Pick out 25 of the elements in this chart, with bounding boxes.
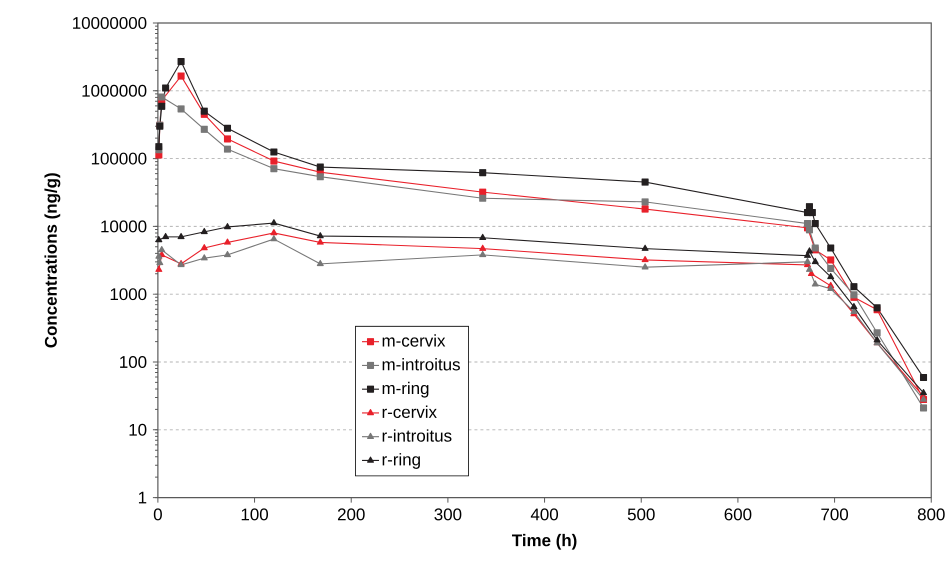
x-tick-label: 700	[821, 508, 848, 521]
y-tick-label: 100	[120, 356, 146, 368]
legend-label: m-cervix	[382, 334, 446, 347]
y-tick-label: 1000000	[82, 85, 146, 98]
y-tick-label: 1	[138, 492, 146, 504]
x-tick-label: 100	[242, 508, 268, 521]
x-tick-label: 200	[338, 508, 365, 521]
y-tick-label: 100000	[92, 152, 146, 165]
x-tick-label: 800	[918, 508, 945, 521]
x-tick-label: 600	[724, 508, 752, 521]
x-axis-title: Time (h)	[512, 534, 576, 550]
x-tick-label: 0	[154, 508, 162, 521]
legend-label: r-introitus	[382, 430, 452, 442]
x-tick-label: 500	[628, 508, 655, 521]
y-tick-label: 10000	[101, 220, 146, 233]
y-tick-label: 10	[130, 424, 146, 436]
legend-label: m-introitus	[382, 358, 460, 371]
y-axis-title: Concentrations (ng/g)	[44, 173, 60, 348]
legend-label: m-ring	[382, 382, 428, 398]
y-tick-label: 10000000	[73, 17, 146, 30]
legend-label: r-cervix	[382, 406, 437, 418]
legend-label: r-ring	[382, 453, 420, 470]
y-tick-label: 1000	[110, 288, 146, 300]
x-tick-label: 300	[434, 508, 462, 521]
x-tick-label: 400	[530, 508, 558, 521]
